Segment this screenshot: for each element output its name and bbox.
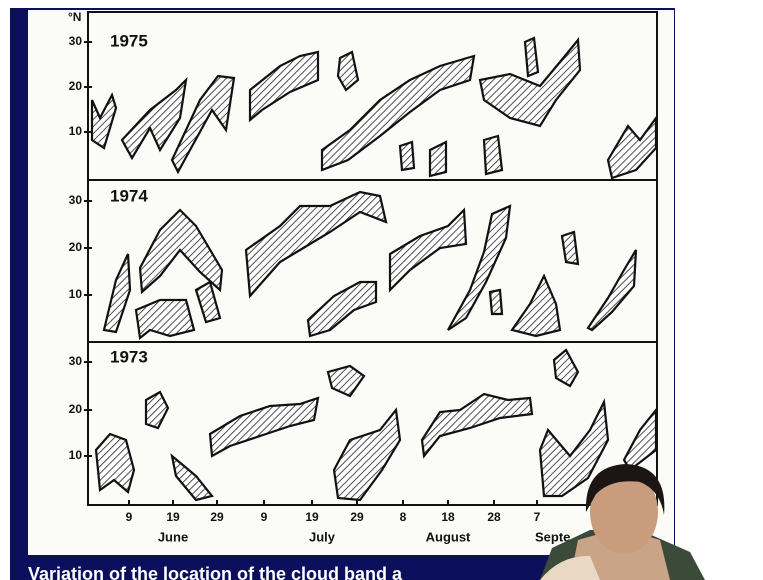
x-tick-label: 28 [487,510,501,524]
month-label: August [426,529,471,544]
cloud-band [136,300,194,338]
unit-label: °N [68,10,81,24]
x-tick-label: 19 [166,510,180,524]
month-label: July [309,529,336,544]
x-tick-label: 9 [261,510,268,524]
month-label: June [158,529,188,544]
y-tick-label: 20 [69,402,83,416]
cloud-band [484,136,502,174]
year-label: 1975 [110,31,148,50]
x-tick-label: 18 [441,510,455,524]
caption: Variation of the location of the cloud b… [28,564,403,580]
cloud-band [490,290,502,314]
y-tick-label: 10 [69,124,83,138]
screenshot: °N 1975 30 20 10 1974 30 20 10 [0,0,763,580]
y-tick-label: 20 [69,240,83,254]
y-tick-label: 30 [69,193,83,207]
y-tick-label: 10 [69,287,83,301]
year-label: 1973 [110,347,148,366]
year-label: 1974 [110,186,148,205]
x-tick-label: 19 [305,510,319,524]
x-tick-label: 29 [350,510,364,524]
x-tick-label: 7 [534,510,541,524]
y-tick-label: 30 [69,34,83,48]
cloud-band [400,142,414,170]
y-tick-label: 10 [69,448,83,462]
x-tick-label: 8 [400,510,407,524]
x-tick-label: 9 [126,510,133,524]
x-tick-label: 29 [210,510,224,524]
y-tick-label: 20 [69,79,83,93]
y-tick-label: 30 [69,354,83,368]
